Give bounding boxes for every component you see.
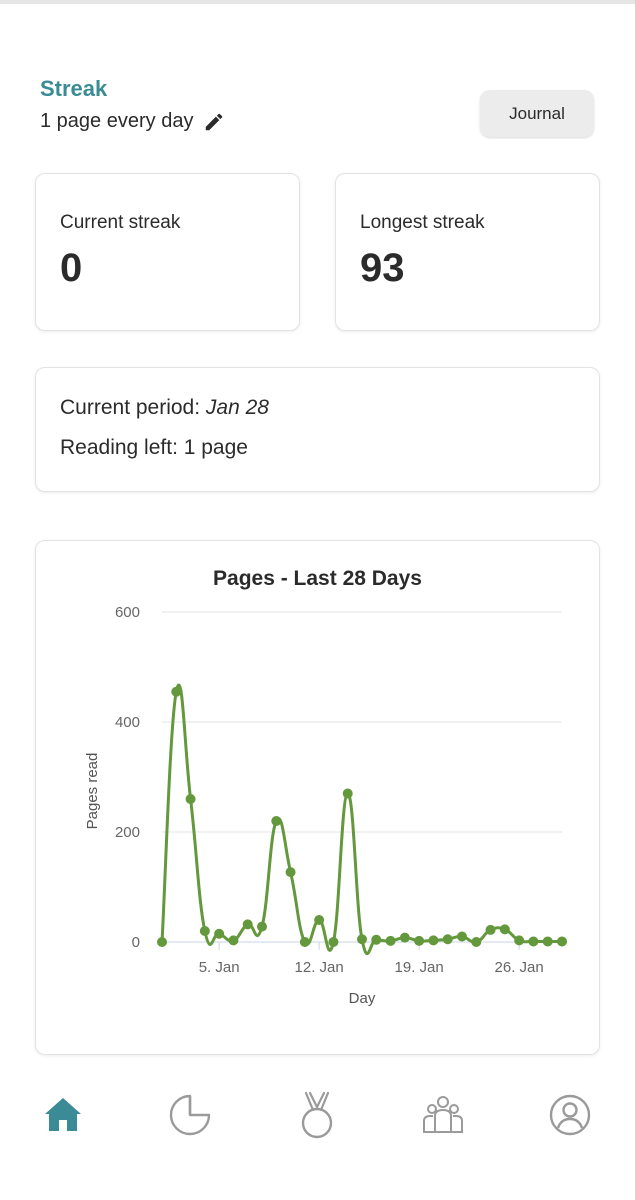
data-point bbox=[542, 936, 553, 947]
data-point bbox=[428, 935, 439, 946]
data-point bbox=[371, 934, 382, 945]
data-point bbox=[271, 816, 282, 826]
pie-chart-icon bbox=[167, 1092, 213, 1143]
current-period-card: Current period: Jan 28 Reading left: 1 p… bbox=[35, 367, 600, 492]
current-period-prefix: Current period: bbox=[60, 396, 206, 419]
current-streak-card: Current streak 0 bbox=[35, 173, 300, 331]
data-point bbox=[342, 788, 353, 799]
x-tick-label: 12. Jan bbox=[295, 959, 344, 976]
data-point bbox=[471, 937, 482, 947]
nav-achievements[interactable] bbox=[292, 1090, 342, 1145]
data-point bbox=[171, 686, 182, 697]
data-point bbox=[528, 936, 539, 947]
data-point bbox=[242, 919, 253, 930]
journal-button[interactable]: Journal bbox=[480, 90, 594, 137]
data-point bbox=[257, 921, 267, 932]
nav-profile[interactable] bbox=[545, 1092, 595, 1142]
longest-streak-label: Longest streak bbox=[360, 212, 485, 233]
data-point bbox=[299, 937, 310, 947]
top-divider bbox=[0, 0, 635, 4]
x-tick-label: 19. Jan bbox=[395, 959, 444, 976]
data-point bbox=[185, 794, 196, 804]
pages-line-chart: 0 200 400 600 5. Jan 12. Jan 19. Jan 26. Jan Day… bbox=[84, 604, 567, 1007]
data-point bbox=[314, 915, 325, 925]
chart-title: Pages - Last 28 Days bbox=[213, 567, 422, 590]
current-period-date: Jan 28 bbox=[205, 396, 269, 419]
data-point bbox=[357, 934, 367, 945]
data-point bbox=[385, 935, 396, 946]
y-tick-label: 200 bbox=[115, 824, 140, 841]
data-point bbox=[157, 937, 167, 947]
nav-community[interactable] bbox=[418, 1092, 468, 1142]
edit-icon[interactable] bbox=[203, 111, 225, 133]
x-tick-label: 5. Jan bbox=[199, 959, 240, 976]
current-streak-value: 0 bbox=[60, 246, 83, 290]
streak-goal[interactable]: 1 page every day bbox=[40, 110, 225, 133]
data-point bbox=[414, 935, 425, 946]
data-point bbox=[457, 931, 467, 942]
group-icon bbox=[420, 1092, 466, 1143]
x-tick-label: 26. Jan bbox=[495, 959, 544, 976]
data-point bbox=[399, 932, 410, 943]
data-point bbox=[214, 928, 225, 939]
medal-icon bbox=[294, 1090, 340, 1145]
current-period-line: Current period: Jan 28 bbox=[60, 396, 269, 420]
current-streak-label: Current streak bbox=[60, 212, 181, 233]
profile-icon bbox=[547, 1092, 593, 1143]
home-icon bbox=[41, 1093, 85, 1142]
page-title: Streak bbox=[40, 76, 108, 101]
nav-stats[interactable] bbox=[165, 1092, 215, 1142]
data-point bbox=[442, 934, 453, 945]
pages-chart-card: Pages - Last 28 Days 0 200 400 600 5. Jan 12.… bbox=[35, 540, 600, 1055]
nav-home[interactable] bbox=[38, 1092, 88, 1142]
data-point bbox=[199, 926, 210, 936]
longest-streak-value: 93 bbox=[360, 246, 405, 290]
series-line bbox=[160, 683, 562, 956]
y-tick-label: 0 bbox=[132, 934, 140, 951]
y-tick-label: 400 bbox=[115, 714, 140, 731]
bottom-nav bbox=[0, 1070, 635, 1200]
x-axis-title: Day bbox=[349, 990, 376, 1007]
longest-streak-card: Longest streak 93 bbox=[335, 173, 600, 331]
data-point bbox=[328, 937, 339, 947]
data-point bbox=[499, 924, 510, 935]
streak-goal-text: 1 page every day bbox=[40, 110, 194, 132]
data-point bbox=[514, 935, 525, 946]
data-point bbox=[228, 935, 239, 946]
reading-left: Reading left: 1 page bbox=[60, 436, 248, 459]
data-point bbox=[285, 867, 296, 878]
y-axis-title: Pages read bbox=[84, 753, 101, 830]
y-tick-label: 600 bbox=[115, 604, 140, 621]
data-point bbox=[557, 936, 567, 947]
data-point bbox=[485, 924, 496, 935]
